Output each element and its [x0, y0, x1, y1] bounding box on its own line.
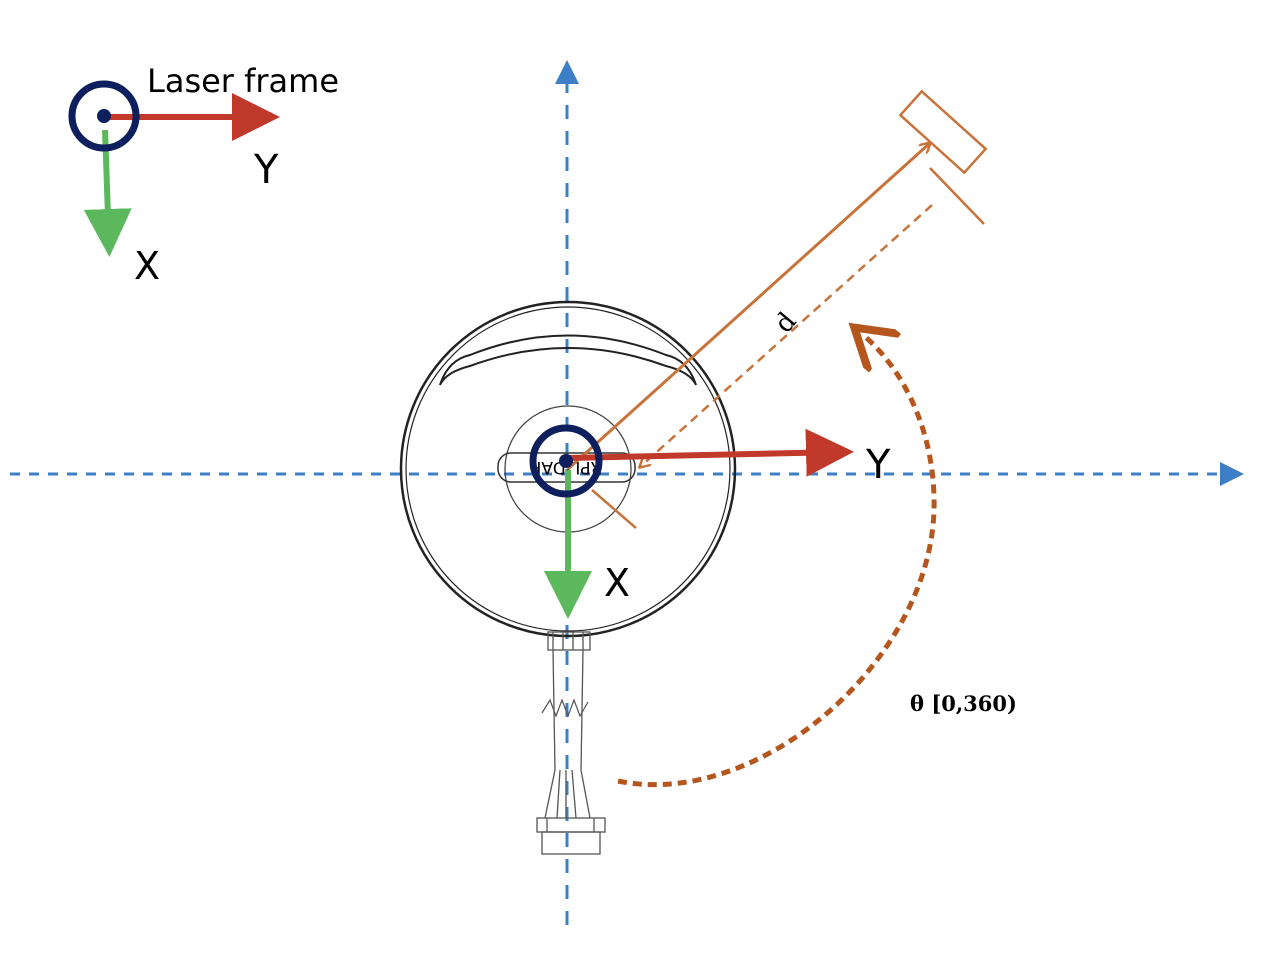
- device-body-outer: [399, 300, 737, 638]
- main-frame-axes: Y X: [529, 424, 891, 619]
- legend-y-axis-label: Y: [253, 147, 279, 193]
- angle-arc: [617, 334, 937, 788]
- legend-origin-dot: [97, 109, 111, 123]
- main-y-axis-label: Y: [865, 442, 891, 488]
- legend-title: Laser frame: [147, 62, 339, 100]
- angle-indicator: θ [0,360): [617, 334, 1017, 788]
- main-origin-dot: [559, 454, 573, 468]
- measurement-geometry: d: [566, 89, 988, 529]
- measure-tick-start: [591, 489, 637, 529]
- measure-tick-end: [929, 167, 985, 225]
- distance-dashed-line: [640, 204, 933, 467]
- lidar-device: RPLIDAR: [399, 300, 737, 855]
- device-body-inner: [405, 306, 731, 632]
- legend-x-axis-label: X: [134, 244, 160, 288]
- target-object: [898, 89, 988, 175]
- legend-origin-ring: [68, 80, 140, 152]
- main-origin-ring: [529, 424, 603, 498]
- connector-cable: [536, 631, 606, 855]
- laser-beam: [566, 143, 930, 471]
- reference-axes: [10, 60, 1244, 925]
- main-x-axis-label: X: [604, 561, 630, 605]
- angle-label: θ [0,360): [910, 691, 1017, 716]
- laser-frame-legend: Laser frame Y X: [68, 62, 339, 288]
- main-y-axis-arrow: [567, 428, 854, 477]
- distance-label: d: [769, 307, 803, 339]
- device-top-lip: [439, 334, 697, 386]
